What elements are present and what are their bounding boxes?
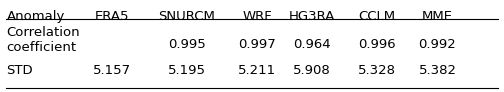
Text: 0.964: 0.964 <box>293 38 331 51</box>
Text: 0.997: 0.997 <box>238 38 276 51</box>
Text: MME: MME <box>422 10 453 23</box>
Text: CCLM: CCLM <box>359 10 396 23</box>
Text: 5.195: 5.195 <box>168 64 206 77</box>
Text: HG3RA: HG3RA <box>289 10 335 23</box>
Text: 5.908: 5.908 <box>293 64 331 77</box>
Text: Anomaly: Anomaly <box>7 10 65 23</box>
Text: 5.211: 5.211 <box>238 64 276 77</box>
Text: Correlation
coefficient: Correlation coefficient <box>7 26 80 54</box>
Text: STD: STD <box>7 64 33 77</box>
Text: SNURCM: SNURCM <box>158 10 215 23</box>
Text: 0.992: 0.992 <box>419 38 456 51</box>
Text: 5.328: 5.328 <box>358 64 396 77</box>
Text: ERA5: ERA5 <box>94 10 129 23</box>
Text: WRF: WRF <box>242 10 272 23</box>
Text: 0.995: 0.995 <box>168 38 206 51</box>
Text: 5.157: 5.157 <box>93 64 131 77</box>
Text: 5.382: 5.382 <box>418 64 457 77</box>
Text: 0.996: 0.996 <box>358 38 396 51</box>
